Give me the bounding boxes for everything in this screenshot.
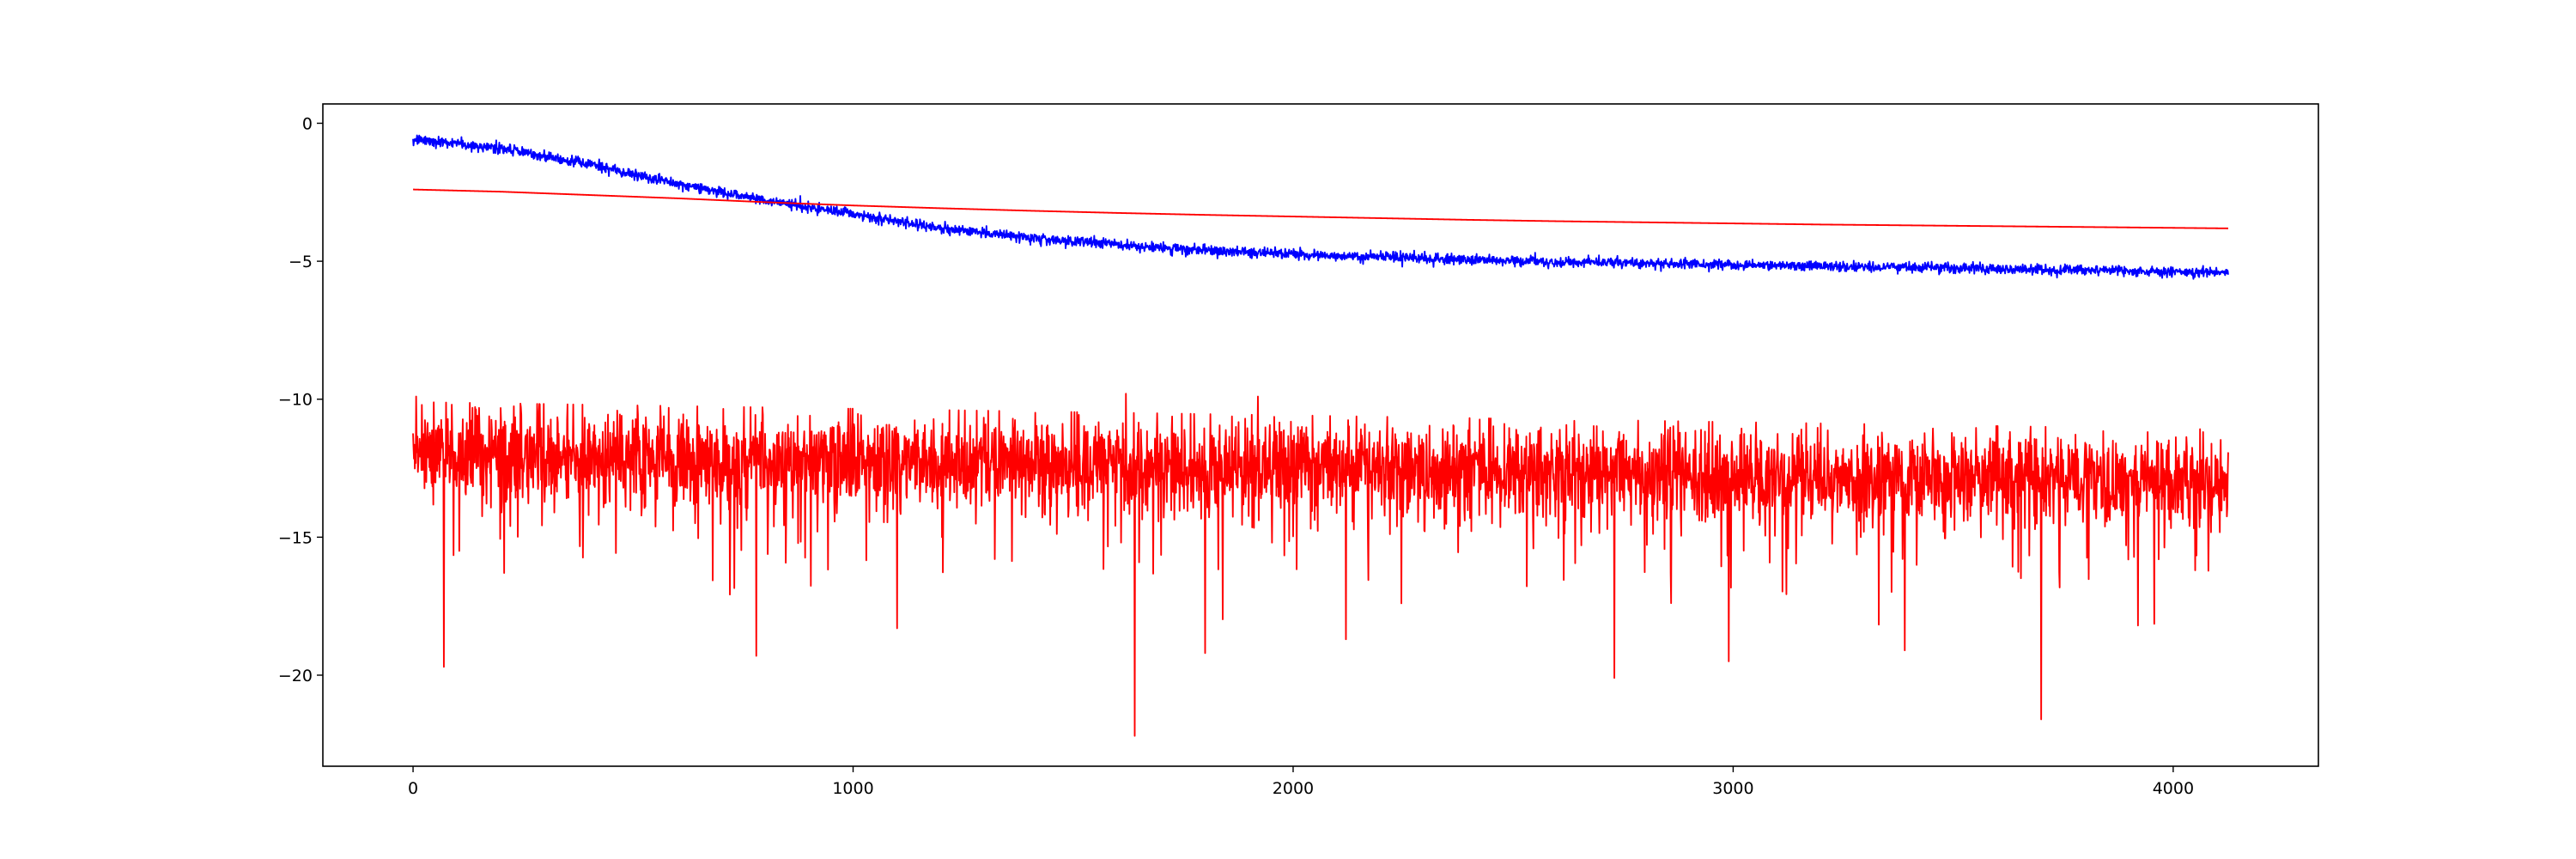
x-tick-label: 4000	[2153, 779, 2194, 798]
series-line-3	[412, 393, 2229, 737]
y-tick-label: −5	[289, 253, 313, 271]
tick-layer: 0 1000 2000 3000 4000 0 −5 −10 −15 −20	[278, 114, 2194, 798]
series-layer	[412, 134, 2229, 737]
axes-frame	[322, 103, 2319, 767]
series-line-1	[412, 134, 2229, 280]
y-tick-label: −20	[278, 667, 313, 685]
y-tick-label: 0	[302, 114, 313, 133]
series-line-2	[412, 188, 2229, 229]
x-tick-label: 1000	[832, 779, 873, 798]
y-tick-label: −10	[278, 391, 313, 410]
y-tick-label: −15	[278, 528, 313, 547]
x-tick-label: 2000	[1273, 779, 1314, 798]
x-tick-label: 0	[408, 779, 418, 798]
x-tick-label: 3000	[1712, 779, 1753, 798]
